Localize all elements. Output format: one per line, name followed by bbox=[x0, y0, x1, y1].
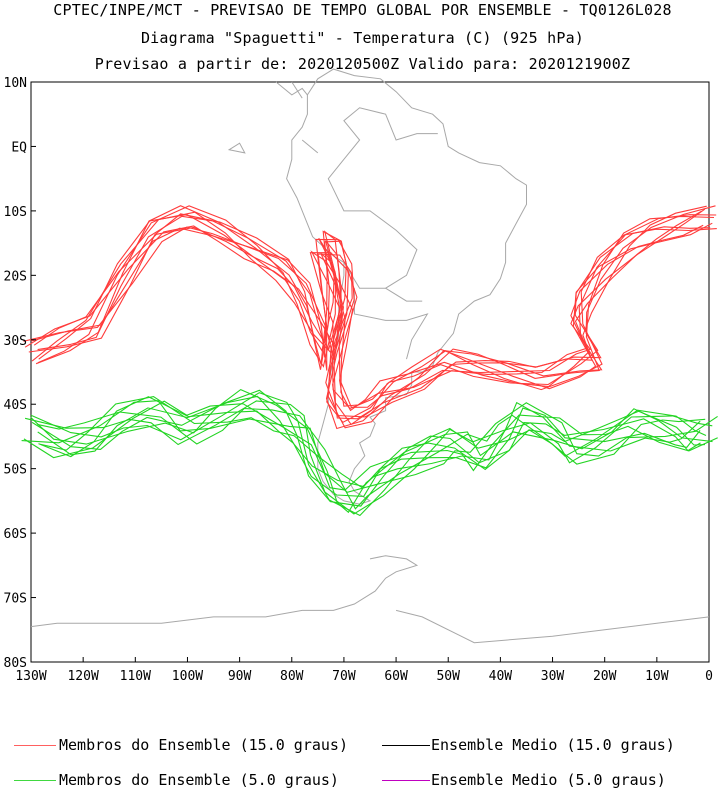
legend-members-15: Membros do Ensemble (15.0 graus) bbox=[59, 736, 348, 754]
lat-label: 80S bbox=[4, 656, 27, 671]
lat-label: 10S bbox=[4, 205, 27, 220]
lon-label: 120W bbox=[67, 669, 98, 684]
lon-label: 130W bbox=[15, 669, 46, 684]
lon-label: 50W bbox=[436, 669, 460, 684]
lat-label: 50S bbox=[4, 463, 27, 478]
isoline-15-member bbox=[38, 214, 713, 410]
isoline-5-member bbox=[24, 400, 713, 515]
lon-label: 90W bbox=[228, 669, 252, 684]
isoline-15-member bbox=[28, 213, 715, 430]
legend-mean-15: Ensemble Medio (15.0 graus) bbox=[431, 736, 675, 754]
isoline-5-member bbox=[31, 389, 706, 507]
legend-mean-5: Ensemble Medio (5.0 graus) bbox=[431, 771, 666, 789]
lon-label: 20W bbox=[593, 669, 617, 684]
legend-swatch-mean-5 bbox=[382, 780, 430, 781]
lon-label: 110W bbox=[120, 669, 151, 684]
title-line-2: Diagrama "Spaguetti" - Temperatura (C) (… bbox=[140, 29, 585, 47]
isoline-15-member bbox=[31, 211, 704, 412]
isoline-5-member bbox=[23, 400, 718, 491]
map-frame bbox=[30, 81, 710, 663]
isoline-5-member bbox=[38, 396, 701, 488]
lon-label: 80W bbox=[280, 669, 304, 684]
legend-swatch-members-5 bbox=[14, 780, 56, 781]
isoline-15-member bbox=[33, 208, 706, 408]
borders-d bbox=[301, 139, 319, 154]
lon-label: 60W bbox=[384, 669, 408, 684]
lat-label: 70S bbox=[4, 592, 27, 607]
lat-label: 10N bbox=[4, 76, 27, 91]
lat-label: 30S bbox=[4, 334, 27, 349]
isoline-5-member bbox=[30, 388, 713, 514]
isolines-5 bbox=[21, 388, 718, 517]
lon-label: 70W bbox=[332, 669, 356, 684]
lat-label: 40S bbox=[4, 398, 27, 413]
antarctic-coast bbox=[30, 555, 419, 628]
central-america-coast bbox=[275, 81, 308, 96]
galapagos bbox=[227, 142, 246, 154]
borders-b bbox=[353, 288, 429, 360]
lat-label: EQ bbox=[11, 140, 27, 155]
lon-label: 0 bbox=[705, 669, 713, 684]
lat-label: 20S bbox=[4, 269, 27, 284]
isoline-15-member bbox=[23, 205, 707, 420]
isolines-15 bbox=[23, 205, 717, 430]
borders-c bbox=[385, 287, 423, 302]
panama-coast bbox=[291, 81, 303, 99]
isoline-5-member bbox=[30, 392, 707, 517]
lon-label: 40W bbox=[489, 669, 513, 684]
isoline-15-member bbox=[35, 205, 717, 423]
title-line-1: CPTEC/INPE/MCT - PREVISAO DE TEMPO GLOBA… bbox=[53, 1, 672, 19]
legend-swatch-members-15 bbox=[14, 745, 56, 746]
legend-members-5: Membros do Ensemble (5.0 graus) bbox=[59, 771, 339, 789]
borders-a bbox=[327, 107, 438, 289]
lon-label: 100W bbox=[172, 669, 203, 684]
antarctic-shelf bbox=[395, 609, 710, 644]
legend-swatch-mean-15 bbox=[382, 745, 430, 746]
lon-label: 30W bbox=[541, 669, 565, 684]
lon-label: 10W bbox=[645, 669, 669, 684]
isoline-15-member bbox=[24, 210, 702, 407]
title-line-3: Previsao a partir de: 2020120500Z Valido… bbox=[94, 55, 631, 73]
lat-label: 60S bbox=[4, 527, 27, 542]
